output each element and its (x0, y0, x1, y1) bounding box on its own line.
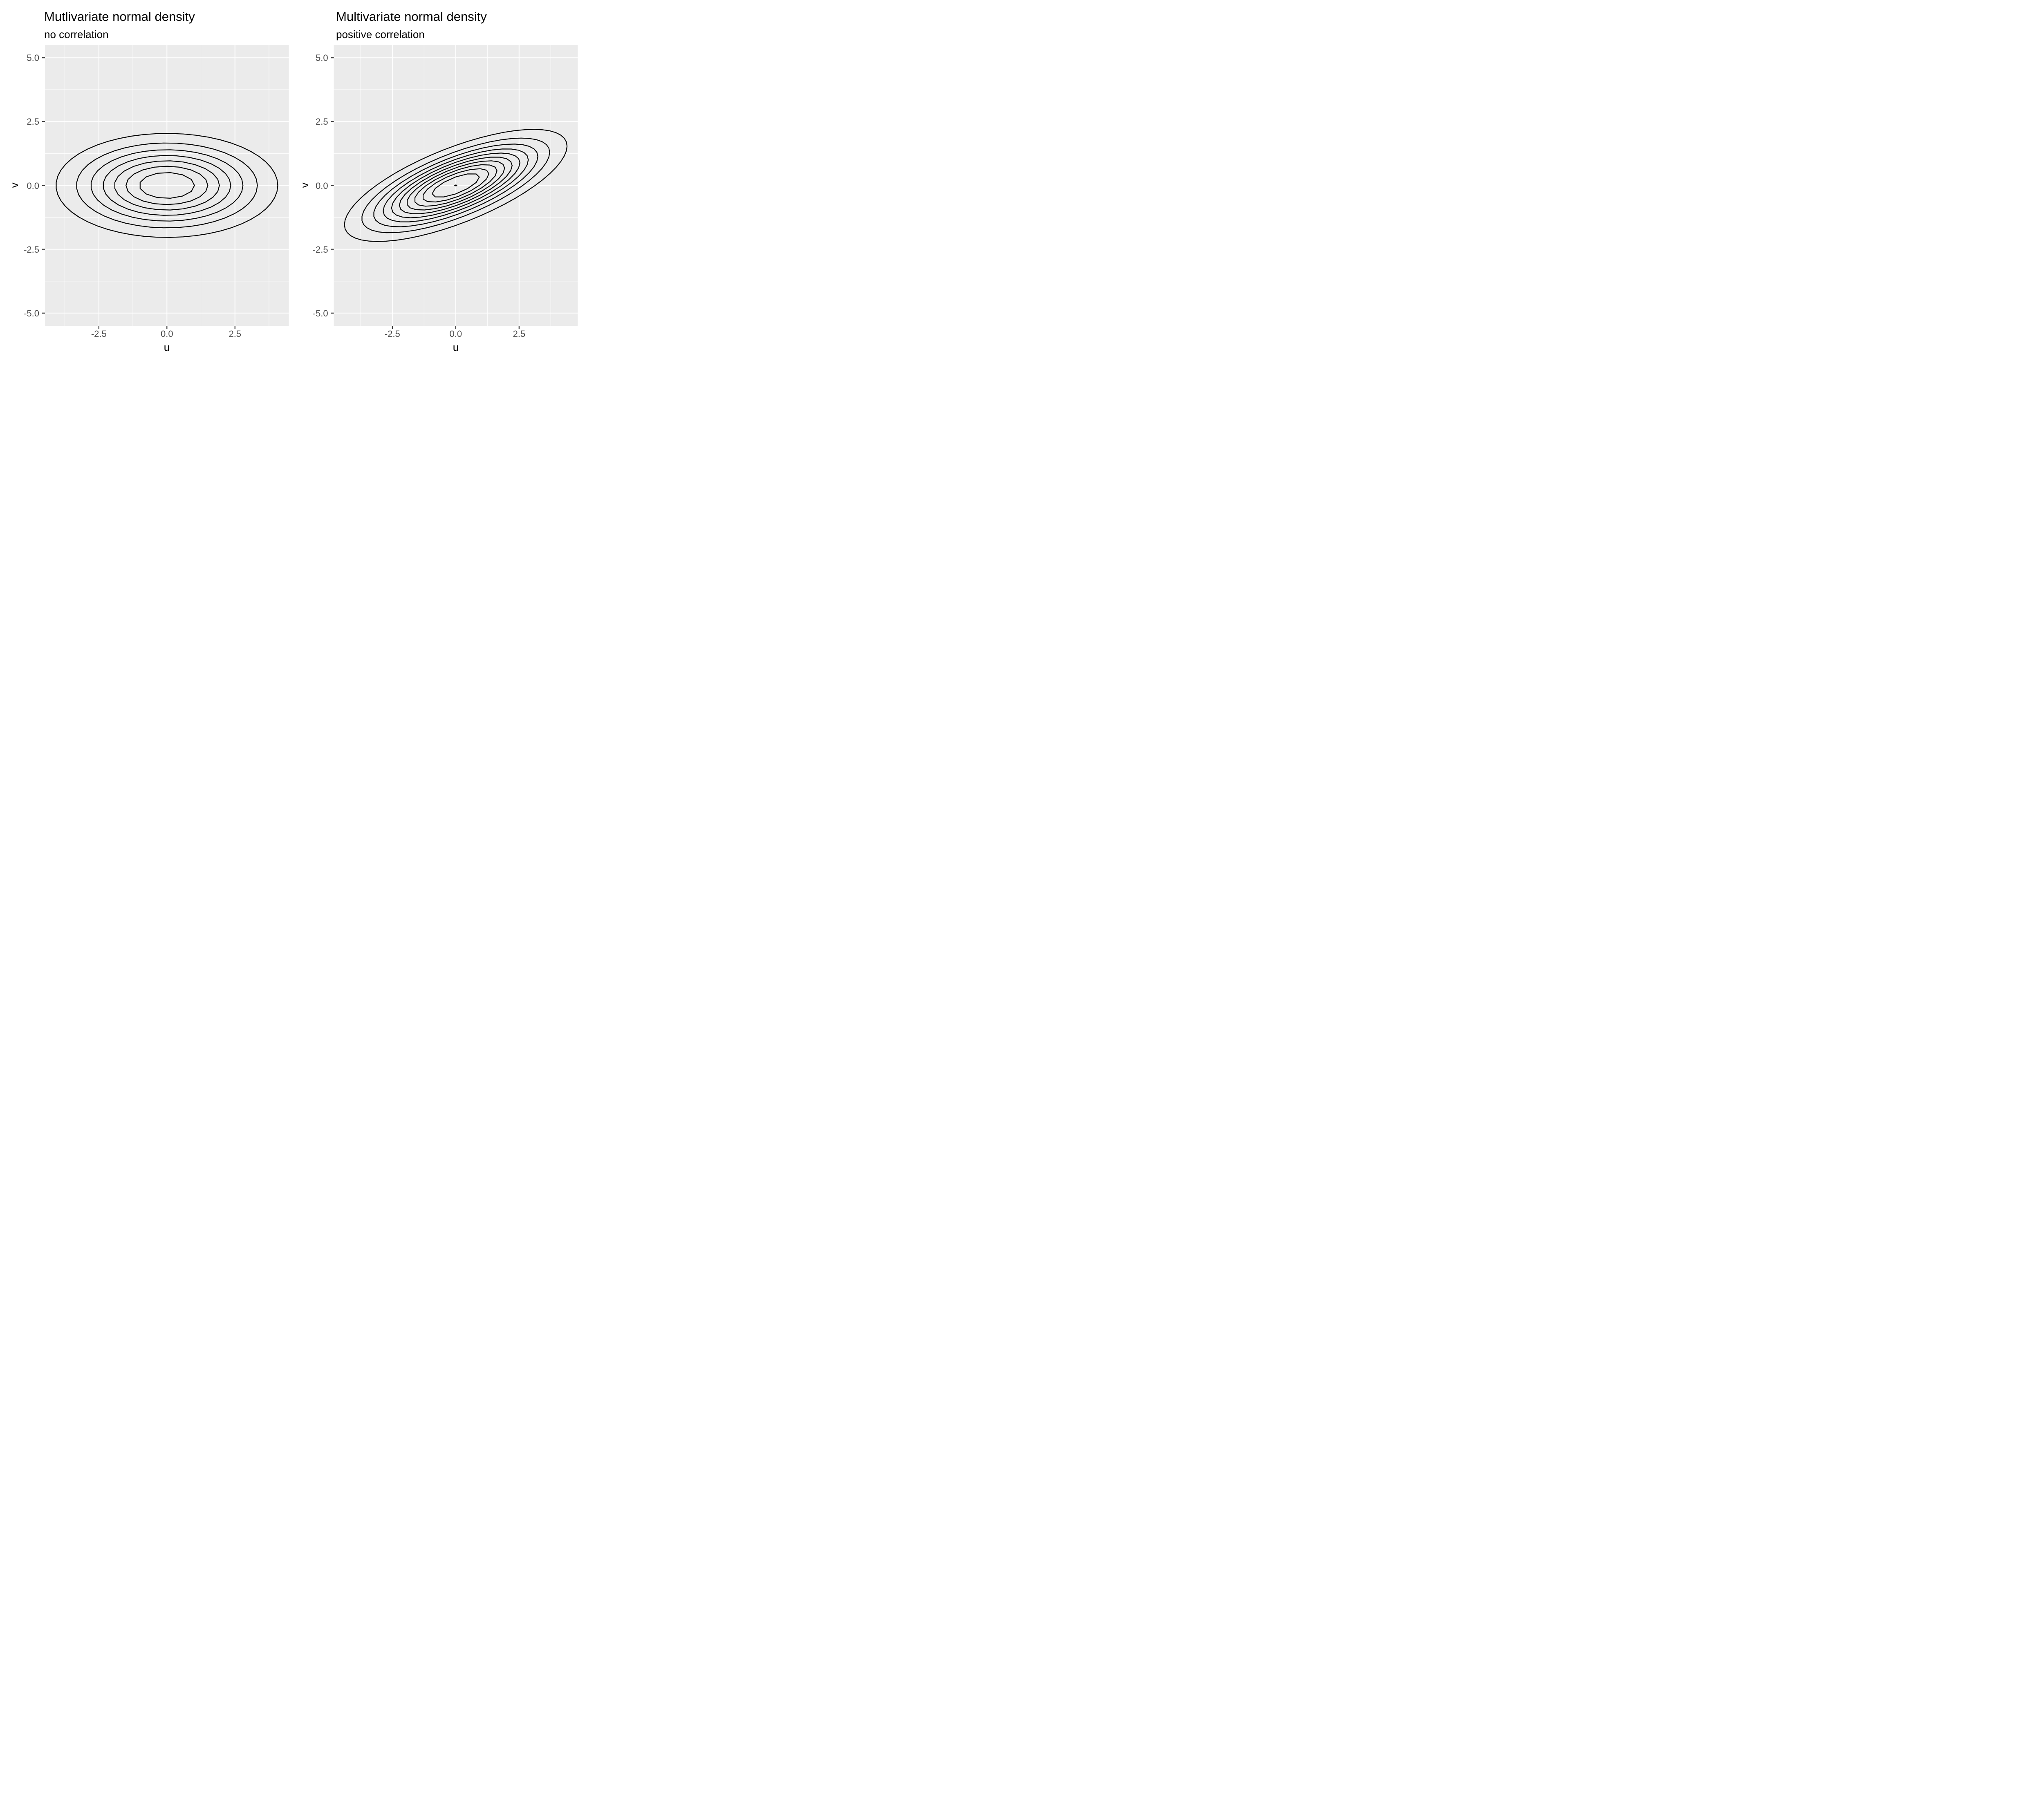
figure-canvas: Mutlivariate normal density no correlati… (0, 0, 589, 364)
y-tick-label: 2.5 (27, 117, 39, 127)
y-tick-label: -5.0 (24, 308, 39, 318)
y-tick-label: 0.0 (316, 180, 328, 191)
density-contour-ring (432, 173, 480, 197)
y-tick-label: -2.5 (24, 244, 39, 255)
y-tick-label: 5.0 (316, 53, 328, 63)
y-tick-label: 5.0 (27, 53, 39, 63)
density-contour-ring (344, 129, 568, 242)
x-axis-title-left: u (164, 341, 170, 353)
density-contour-ring (407, 160, 505, 211)
density-contour-ring (414, 164, 498, 207)
y-tick-label: -5.0 (312, 308, 328, 318)
density-contour-ring (139, 172, 195, 199)
density-contour-ring (399, 157, 513, 214)
density-contour-center-dot (454, 184, 457, 186)
y-tick-label: -2.5 (312, 244, 328, 255)
y-tick-label: 0.0 (27, 180, 39, 191)
plot-right-subtitle: positive correlation (336, 28, 425, 40)
x-tick-label: 2.5 (513, 329, 526, 339)
density-contour-ring (391, 153, 520, 218)
density-contour-ring (103, 155, 231, 216)
density-contour-ring (373, 144, 538, 227)
plot-right-title: Multivariate normal density (336, 9, 487, 24)
x-tick-label: 0.0 (449, 329, 462, 339)
density-contour-ring (126, 166, 208, 205)
density-contour-ring (383, 148, 529, 222)
density-contour-ring (361, 137, 550, 233)
y-tick-label: 2.5 (316, 117, 328, 127)
x-axis-title-right: u (453, 341, 459, 353)
density-contour-ring (114, 160, 220, 211)
plot-left-title: Mutlivariate normal density (44, 9, 195, 24)
plot-left-subtitle: no correlation (44, 28, 109, 40)
x-tick-label: -2.5 (384, 329, 400, 339)
density-contour-ring (56, 133, 278, 238)
density-contour-ring (423, 168, 489, 203)
x-tick-label: -2.5 (91, 329, 107, 339)
x-tick-label: 0.0 (161, 329, 173, 339)
x-tick-label: 2.5 (229, 329, 242, 339)
density-contour-ring (76, 142, 258, 229)
contour-plots-svg (42, 45, 578, 329)
density-contour-ring (90, 149, 244, 222)
